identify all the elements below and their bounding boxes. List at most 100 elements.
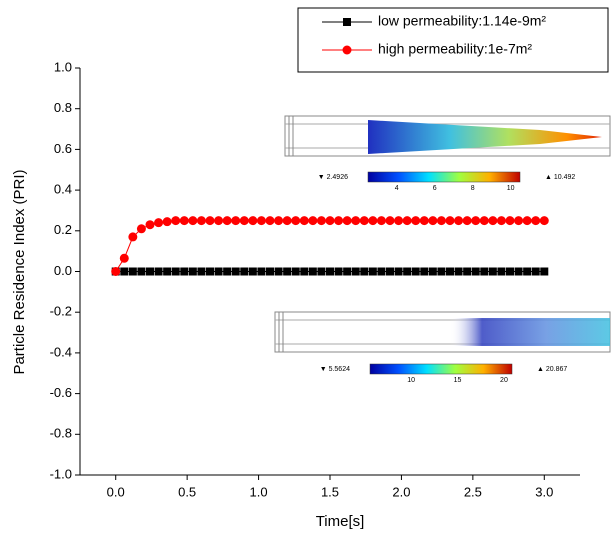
marker (368, 216, 378, 226)
marker (428, 267, 437, 276)
marker (480, 267, 489, 276)
colorbar-tick: 6 (433, 185, 437, 192)
marker (334, 216, 344, 226)
marker (479, 216, 489, 226)
marker (497, 267, 506, 276)
marker (256, 216, 266, 226)
marker (291, 216, 301, 226)
y-tick-label: 0.8 (54, 100, 72, 115)
marker (377, 267, 386, 276)
colorbar-max: ▲ 20.867 (537, 366, 567, 373)
colorbar-tick: 8 (471, 185, 475, 192)
colorbar-max: ▲ 10.492 (545, 174, 575, 181)
y-tick-label: -1.0 (50, 466, 72, 481)
x-tick-label: 1.0 (250, 484, 268, 499)
x-tick-label: 3.0 (535, 484, 553, 499)
marker (385, 216, 395, 226)
marker (188, 216, 198, 226)
series-line (115, 220, 545, 272)
marker (145, 220, 155, 230)
y-tick-label: 0.4 (54, 182, 72, 197)
marker (214, 216, 224, 226)
legend-label: low permeability:1.14e-9m² (378, 13, 546, 29)
marker (171, 216, 181, 226)
marker (505, 216, 515, 226)
marker (257, 267, 266, 276)
marker (394, 216, 404, 226)
inset-image (284, 115, 611, 157)
marker (222, 216, 232, 226)
marker (454, 216, 464, 226)
marker (240, 267, 249, 276)
colorbar (367, 171, 521, 183)
marker (342, 216, 352, 226)
marker (128, 267, 137, 276)
marker (282, 216, 292, 226)
marker (445, 216, 455, 226)
marker (471, 267, 480, 276)
marker (411, 216, 421, 226)
marker (214, 267, 223, 276)
marker (111, 267, 121, 276)
marker (386, 267, 394, 276)
marker (128, 232, 138, 242)
marker (523, 267, 532, 276)
marker (376, 216, 386, 226)
marker (283, 267, 292, 276)
x-tick-label: 2.0 (392, 484, 410, 499)
marker (239, 216, 249, 226)
x-tick-label: 0.0 (107, 484, 125, 499)
marker (368, 267, 377, 276)
marker (411, 267, 420, 276)
colorbar-tick: 10 (407, 377, 415, 384)
y-tick-label: -0.6 (50, 385, 72, 400)
y-tick-label: 1.0 (54, 59, 72, 74)
x-tick-label: 0.5 (178, 484, 196, 499)
legend-label: high permeability:1e-7m² (378, 41, 532, 57)
y-tick-label: -0.8 (50, 426, 72, 441)
colorbar (369, 363, 513, 375)
marker (179, 216, 189, 226)
marker (343, 267, 352, 276)
marker (454, 267, 463, 276)
marker (462, 216, 472, 226)
marker (531, 216, 541, 226)
marker (316, 216, 326, 226)
marker (351, 216, 361, 226)
marker (420, 267, 429, 276)
colorbar-tick: 10 (507, 185, 515, 192)
marker (136, 224, 146, 234)
marker (496, 216, 506, 226)
x-axis-label: Time[s] (316, 513, 365, 530)
y-tick-label: -0.2 (50, 304, 72, 319)
marker (308, 267, 317, 276)
marker (120, 267, 129, 276)
marker (342, 45, 352, 55)
y-tick-label: 0.2 (54, 222, 72, 237)
colorbar-tick: 15 (454, 377, 462, 384)
marker (248, 216, 258, 226)
marker (308, 216, 318, 226)
marker (231, 216, 241, 226)
marker (531, 267, 540, 276)
marker (343, 18, 351, 26)
marker (359, 216, 369, 226)
colorbar-tick: 20 (500, 377, 508, 384)
marker (437, 267, 446, 276)
marker (265, 216, 275, 226)
marker (188, 267, 197, 276)
marker (119, 253, 129, 263)
y-tick-label: -0.4 (50, 344, 72, 359)
marker (446, 267, 454, 276)
marker (206, 267, 214, 276)
marker (436, 216, 446, 226)
marker (326, 267, 334, 276)
x-tick-label: 2.5 (464, 484, 482, 499)
marker (325, 216, 335, 226)
marker (291, 267, 300, 276)
marker (539, 216, 549, 226)
marker (488, 267, 497, 276)
marker (394, 267, 403, 276)
y-tick-label: 0.6 (54, 141, 72, 156)
marker (171, 267, 180, 276)
